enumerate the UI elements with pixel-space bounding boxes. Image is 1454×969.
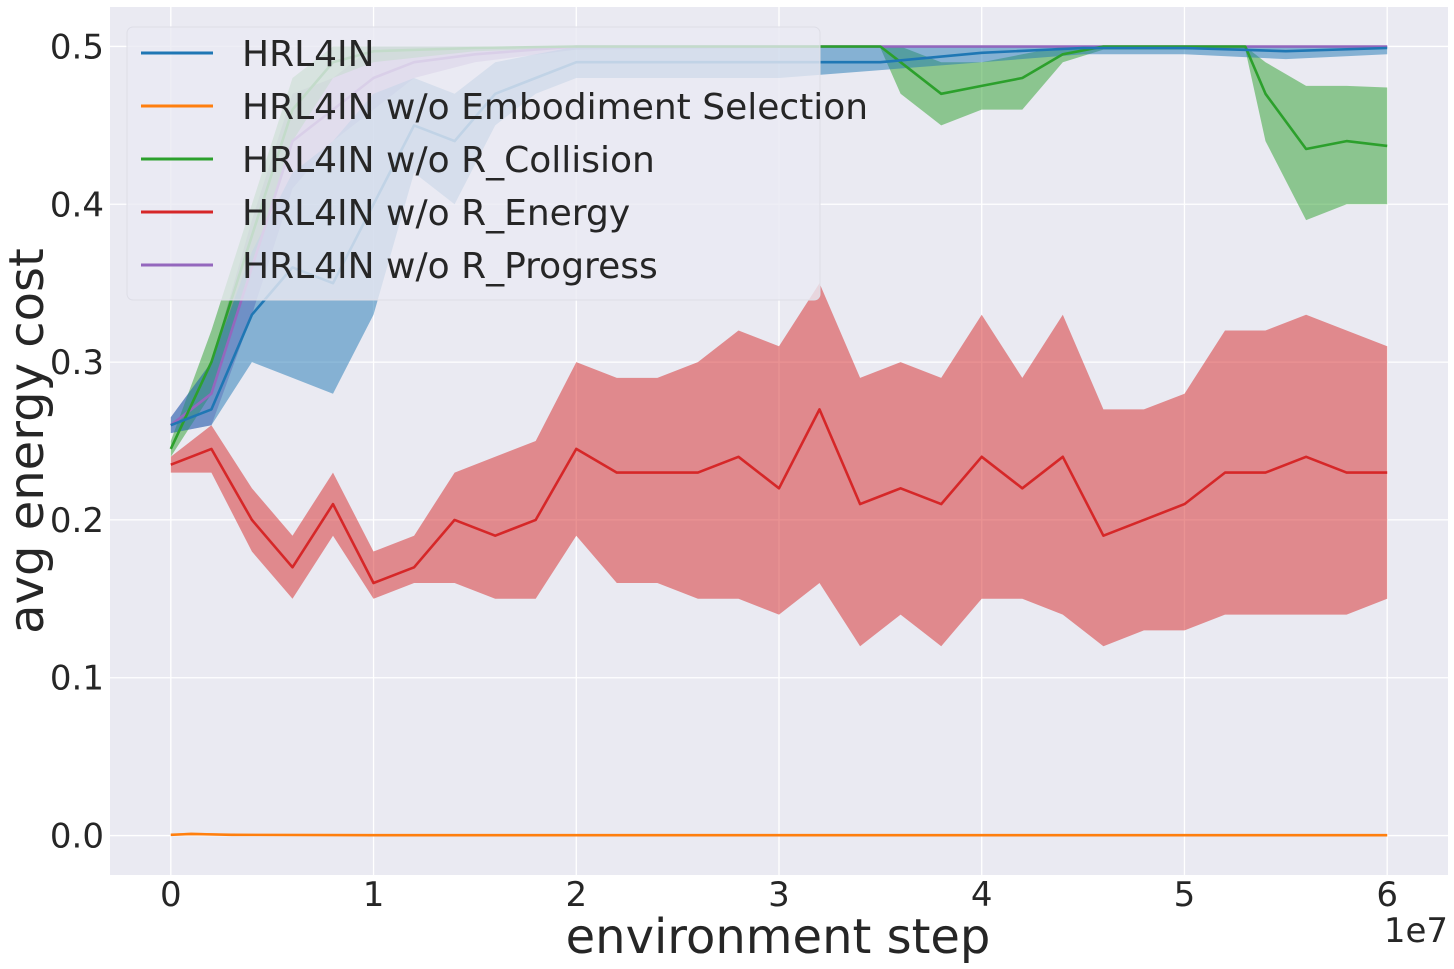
x-tick-label: 3 [768,875,790,915]
legend-label: HRL4IN w/o R_Progress [242,246,658,287]
line-hrl4in-w-o-embodiment-selection [170,832,1388,837]
y-tick-label: 0.3 [50,343,104,383]
x-offset-text: 1e7 [1384,911,1448,951]
y-tick-label: 0.4 [50,185,104,225]
tick-labels: 0 1 2 3 4 5 6 0.0 0.1 0.2 0.3 0.4 0.5 [50,27,1398,915]
y-axis-label: avg energy cost [0,248,55,634]
x-tick-label: 1 [363,875,385,915]
x-axis-label: environment step [566,909,991,965]
x-tick-label: 6 [1376,875,1398,915]
legend-box [126,26,821,301]
x-tick-label: 4 [971,875,993,915]
y-tick-label: 0.2 [50,501,104,541]
x-tick-label: 2 [565,875,587,915]
legend-label: HRL4IN w/o Embodiment Selection [242,87,868,128]
legend: HRL4IN HRL4IN w/o Embodiment Selection HRL… [126,26,868,301]
legend-label: HRL4IN w/o R_Collision [242,140,655,181]
x-tick-label: 5 [1174,875,1196,915]
y-tick-label: 0.0 [50,817,104,857]
band-hrl4in-w-o-r-energy [170,283,1388,647]
legend-label: HRL4IN w/o R_Energy [242,193,630,234]
y-tick-label: 0.5 [50,27,104,67]
legend-label: HRL4IN [242,34,375,75]
x-tick-label: 0 [160,875,182,915]
line-hrl4in-w-o-r-energy [170,408,1388,585]
y-tick-label: 0.1 [50,659,104,699]
